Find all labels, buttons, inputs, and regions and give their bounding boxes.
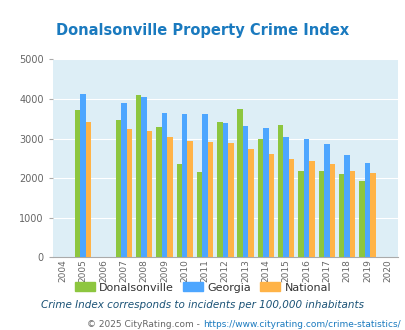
Bar xyxy=(242,125,248,257)
Bar xyxy=(156,127,161,257)
Bar xyxy=(181,114,187,257)
Bar xyxy=(277,125,283,257)
Bar xyxy=(126,129,132,257)
Bar xyxy=(268,154,273,257)
Legend: Donalsonville, Georgia, National: Donalsonville, Georgia, National xyxy=(70,278,335,297)
Bar xyxy=(121,103,126,257)
Bar xyxy=(358,182,364,257)
Bar xyxy=(86,121,91,257)
Bar xyxy=(349,171,354,257)
Bar xyxy=(283,137,288,257)
Bar xyxy=(298,171,303,257)
Bar xyxy=(202,114,207,257)
Bar xyxy=(80,94,86,257)
Bar xyxy=(147,131,152,257)
Bar xyxy=(364,163,369,257)
Bar xyxy=(343,155,349,257)
Bar xyxy=(329,164,334,257)
Bar xyxy=(338,174,343,257)
Bar xyxy=(323,144,329,257)
Bar xyxy=(187,141,192,257)
Text: Crime Index corresponds to incidents per 100,000 inhabitants: Crime Index corresponds to incidents per… xyxy=(41,300,364,310)
Text: © 2025 CityRating.com -: © 2025 CityRating.com - xyxy=(87,319,202,329)
Bar xyxy=(369,173,375,257)
Bar xyxy=(303,139,309,257)
Bar xyxy=(237,109,242,257)
Bar xyxy=(196,172,202,257)
Text: Donalsonville Property Crime Index: Donalsonville Property Crime Index xyxy=(56,23,349,38)
Bar xyxy=(136,95,141,257)
Bar xyxy=(228,143,233,257)
Bar xyxy=(207,142,213,257)
Bar xyxy=(161,113,167,257)
Bar xyxy=(167,137,172,257)
Bar xyxy=(248,149,253,257)
Text: https://www.cityrating.com/crime-statistics/: https://www.cityrating.com/crime-statist… xyxy=(202,319,400,329)
Bar xyxy=(288,159,294,257)
Bar xyxy=(318,171,323,257)
Bar xyxy=(75,110,80,257)
Bar xyxy=(115,119,121,257)
Bar xyxy=(257,139,262,257)
Bar xyxy=(222,123,228,257)
Bar xyxy=(141,97,147,257)
Bar xyxy=(309,161,314,257)
Bar xyxy=(217,121,222,257)
Bar xyxy=(262,128,268,257)
Bar xyxy=(176,164,181,257)
